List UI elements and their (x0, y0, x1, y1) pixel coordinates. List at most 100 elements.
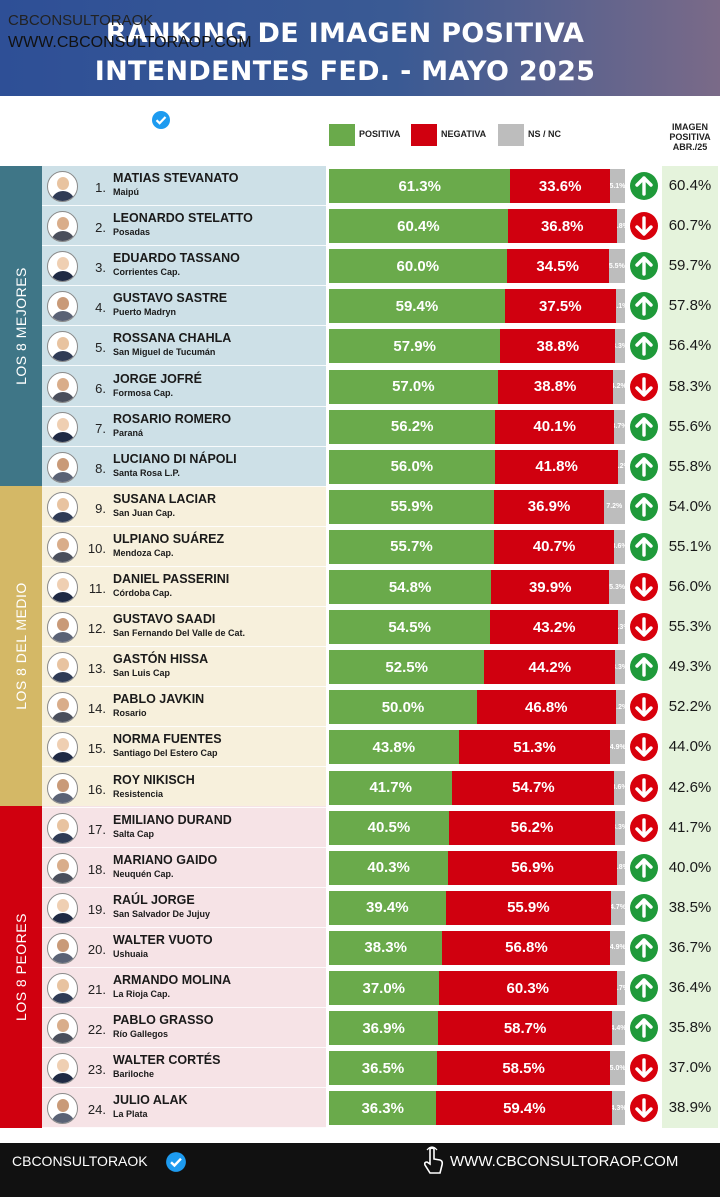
negative-segment-label: 40.1% (533, 418, 576, 436)
arrow-down-icon (630, 613, 658, 642)
mayor-name: GUSTAVO SASTRE (113, 291, 228, 306)
avatar (47, 812, 78, 844)
nsnc-segment: 4.4% (611, 1011, 625, 1046)
previous-image-value: 36.4% (668, 979, 712, 996)
legend-nsnc-swatch (498, 124, 524, 146)
positive-segment: 37.0% (329, 971, 439, 1005)
footer-url[interactable]: WWW.CBCONSULTORAOP.COM (450, 1153, 679, 1170)
table-row: 3. EDUARDO TASSANO Corrientes Cap. 60.0% 34.… (0, 246, 720, 287)
nsnc-segment-label: 3.2% (616, 703, 625, 711)
table-row: 23. WALTER CORTÉS Bariloche 36.5% 58.5% 5.0% 3… (0, 1048, 720, 1089)
row-divider (42, 205, 326, 206)
positive-segment-label: 36.5% (361, 1059, 405, 1077)
positive-segment-label: 40.5% (367, 819, 411, 837)
rank-number: 17. (87, 821, 106, 837)
nsnc-segment: 2.2% (618, 449, 625, 484)
previous-image-value: 52.2% (668, 698, 712, 716)
brand-url[interactable]: WWW.CBCONSULTORAOP.COM (8, 34, 252, 51)
negative-segment-label: 59.4% (503, 1099, 546, 1117)
nsnc-segment-label: 4.2% (612, 383, 625, 390)
arrow-up-icon (630, 172, 658, 200)
nsnc-segment-label: 3.3% (615, 824, 625, 832)
nsnc-segment: 2.7% (617, 971, 625, 1005)
avatar (47, 852, 78, 884)
previous-image-value: 49.3% (668, 658, 712, 676)
positive-segment: 38.3% (329, 930, 443, 965)
avatar (47, 932, 78, 964)
mayor-name: JULIO ALAK (113, 1093, 188, 1108)
previous-image-value: 42.6% (668, 778, 712, 796)
row-divider (42, 686, 326, 688)
rank-number: 5. (95, 340, 106, 356)
negative-segment: 55.9% (445, 890, 612, 925)
negative-segment-label: 56.8% (505, 939, 548, 957)
row-divider (42, 285, 326, 287)
negative-segment: 60.3% (438, 971, 617, 1005)
negative-segment-label: 46.8% (524, 698, 568, 716)
previous-header-line-3: ABR./25 (672, 142, 708, 152)
avatar (47, 531, 78, 563)
previous-image-column (662, 166, 718, 1128)
stacked-bar: 36.9% 58.7% 4.4% (329, 1011, 625, 1046)
rank-number: 19. (87, 901, 106, 917)
positive-segment: 39.4% (329, 890, 446, 925)
stacked-bar: 37.0% 60.3% 2.7% (329, 971, 625, 1005)
arrow-up-icon (630, 252, 658, 281)
mayor-name: RAÚL JORGE (113, 892, 195, 907)
mayor-name: JORGE JOFRÉ (113, 371, 202, 386)
negative-segment-label: 44.2% (528, 658, 572, 676)
stacked-bar: 39.4% 55.9% 4.7% (329, 890, 625, 925)
stacked-bar: 52.5% 44.2% 3.3% (329, 650, 625, 685)
nsnc-segment-label: 2.7% (617, 984, 625, 992)
city-label: Bariloche (113, 1069, 155, 1080)
negative-segment: 39.9% (491, 570, 610, 604)
mayor-name: ROY NIKISCH (113, 772, 195, 787)
negative-segment: 38.8% (500, 329, 616, 364)
arrow-down-icon (630, 1054, 658, 1083)
negative-segment-label: 33.6% (538, 177, 582, 195)
negative-segment: 43.2% (490, 610, 619, 645)
positive-segment-label: 39.4% (366, 899, 409, 917)
negative-segment-label: 51.3% (513, 738, 556, 756)
arrow-down-icon (630, 813, 658, 842)
nsnc-segment-label: 3.3% (615, 663, 625, 671)
negative-segment: 34.5% (506, 249, 609, 284)
stacked-bar: 54.5% 43.2% 2.3% (329, 610, 625, 645)
row-divider (42, 445, 326, 447)
positive-segment-label: 38.3% (364, 939, 407, 957)
mayor-name: LUCIANO DI NÁPOLI (113, 451, 237, 466)
arrow-down-icon (630, 372, 658, 401)
nsnc-segment: 2.8% (616, 209, 625, 244)
mayor-name: MARIANO GAIDO (113, 852, 218, 867)
nsnc-segment: 3.2% (615, 690, 625, 725)
positive-segment-label: 36.3% (361, 1099, 404, 1117)
positive-segment: 52.5% (329, 650, 485, 685)
city-label: Córdoba Cap. (113, 588, 173, 598)
positive-segment-label: 57.0% (392, 378, 435, 395)
avatar (47, 652, 78, 684)
rank-number: 24. (87, 1102, 106, 1118)
nsnc-segment: 4.9% (610, 930, 625, 965)
stacked-bar: 56.2% 40.1% 3.7% (329, 409, 625, 444)
nsnc-segment: 4.7% (611, 890, 625, 925)
previous-image-value: 56.4% (668, 337, 712, 355)
rank-number: 12. (87, 621, 106, 637)
negative-segment-label: 38.8% (533, 378, 577, 395)
positive-segment-label: 60.4% (397, 217, 440, 235)
positive-segment-label: 52.5% (385, 658, 428, 676)
positive-segment: 36.9% (329, 1011, 439, 1046)
negative-segment-label: 54.7% (512, 779, 555, 796)
city-label: San Juan Cap. (113, 507, 176, 518)
positive-segment: 43.8% (329, 730, 459, 765)
nsnc-segment-label: 3.3% (615, 342, 625, 350)
avatar (47, 251, 78, 283)
arrow-up-icon (630, 653, 658, 682)
mayor-name: GUSTAVO SAADI (113, 612, 216, 627)
rank-number: 23. (87, 1062, 106, 1078)
previous-image-value: 41.7% (668, 818, 712, 836)
avatar (47, 772, 78, 804)
negative-segment-label: 58.5% (502, 1059, 545, 1077)
